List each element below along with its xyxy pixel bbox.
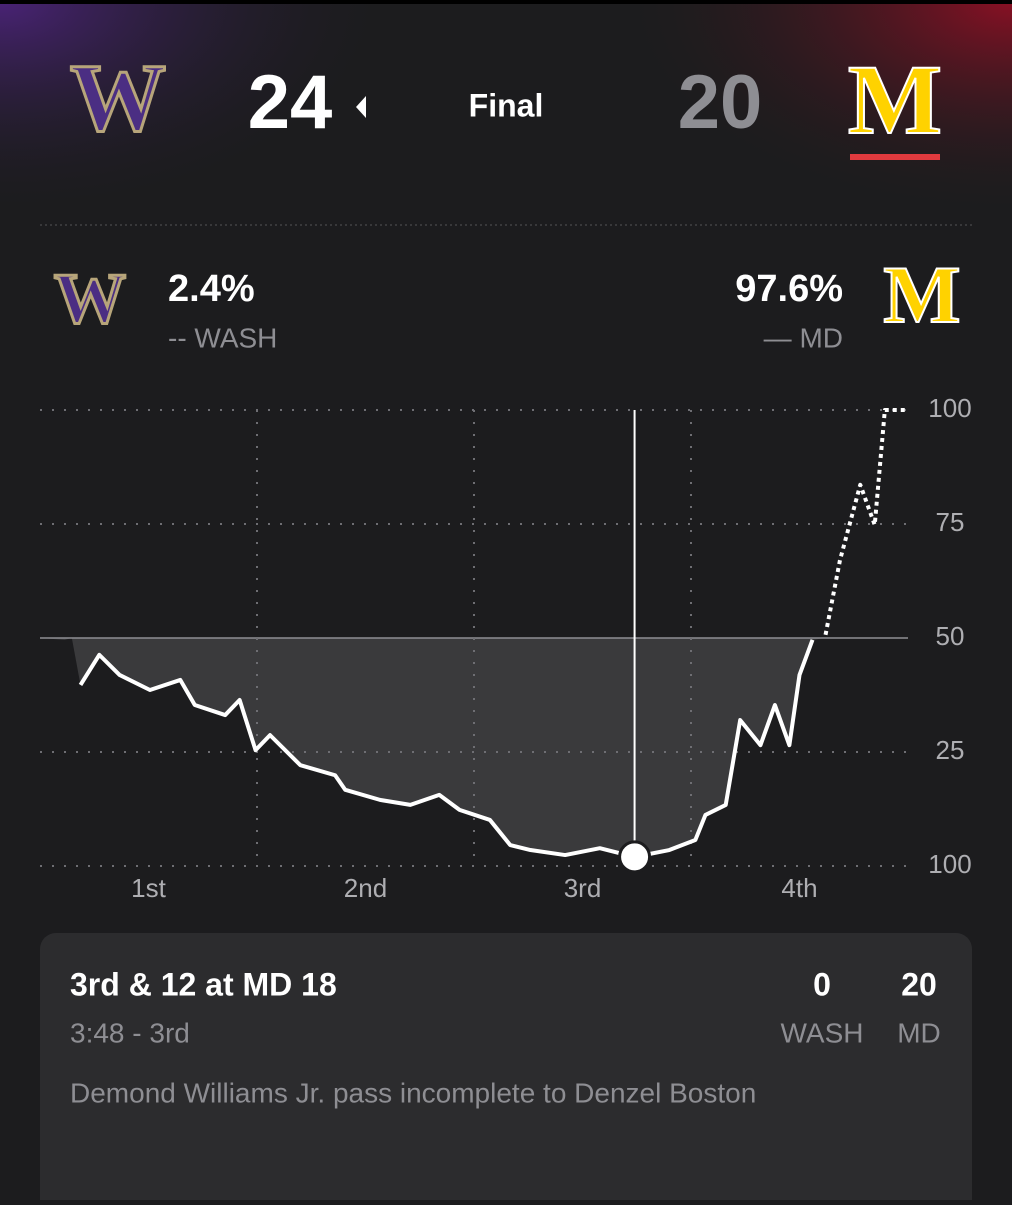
play-home-team: MD <box>897 1017 941 1048</box>
x-tick-label: 2nd <box>344 873 387 903</box>
play-away-score: 0 <box>813 966 831 1002</box>
team-logo: W <box>54 259 126 339</box>
away-score: 24 <box>248 60 333 145</box>
y-tick-label: 100 <box>928 393 971 423</box>
team-logo: M <box>848 44 942 155</box>
home-score: 20 <box>678 60 763 145</box>
play-away-team: WASH <box>781 1017 864 1048</box>
win-probability-line <box>78 639 815 859</box>
play-clock: 3:48 - 3rd <box>70 1017 190 1048</box>
area-fill <box>40 638 906 857</box>
selected-point <box>618 840 652 874</box>
chart: 100 25 50 75 100 1st 2nd 3rd 4th <box>40 393 972 903</box>
x-tick-label: 3rd <box>564 873 602 903</box>
play-card <box>40 933 972 1205</box>
team-logo: W <box>70 44 166 151</box>
play-description: Demond Williams Jr. pass incomplete to D… <box>70 1077 756 1108</box>
winner-arrow <box>356 96 366 118</box>
glow-right <box>612 0 1012 220</box>
glow-left <box>0 0 400 220</box>
y-tick-label: 100 <box>928 849 971 879</box>
game-status: Final <box>469 87 544 123</box>
win-probability-line <box>823 408 906 636</box>
away-legend: -- WASH <box>168 322 277 353</box>
x-tick-label: 4th <box>781 873 817 903</box>
play-home-score: 20 <box>901 966 937 1002</box>
logo-flag <box>850 154 940 160</box>
play-title: 3rd & 12 at MD 18 <box>70 966 337 1002</box>
away-probability: 2.4% <box>168 268 255 310</box>
home-probability: 97.6% <box>735 268 843 310</box>
y-tick-label: 50 <box>936 621 965 651</box>
home-legend: — MD <box>764 322 843 353</box>
team-logo: M <box>883 249 960 340</box>
y-tick-label: 75 <box>936 507 965 537</box>
y-tick-label: 25 <box>936 735 965 765</box>
status-bar <box>0 0 1012 4</box>
x-tick-label: 1st <box>131 873 166 903</box>
